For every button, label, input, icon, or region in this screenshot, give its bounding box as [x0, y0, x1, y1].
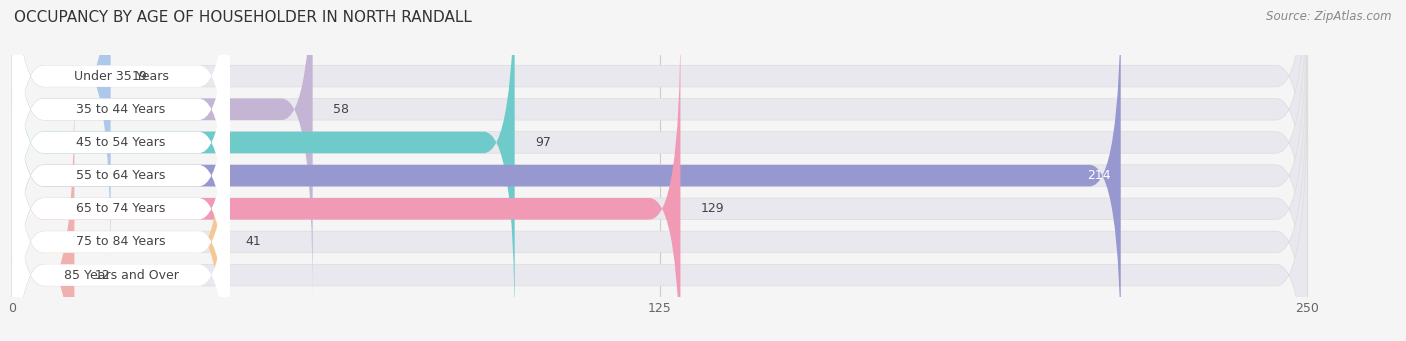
Text: 58: 58 — [333, 103, 349, 116]
FancyBboxPatch shape — [13, 20, 681, 341]
Text: 75 to 84 Years: 75 to 84 Years — [76, 235, 166, 249]
FancyBboxPatch shape — [13, 0, 229, 297]
FancyBboxPatch shape — [13, 0, 229, 331]
FancyBboxPatch shape — [13, 0, 515, 331]
Text: 41: 41 — [245, 235, 262, 249]
Text: 12: 12 — [96, 269, 111, 282]
FancyBboxPatch shape — [13, 54, 229, 341]
FancyBboxPatch shape — [13, 20, 229, 341]
Text: 214: 214 — [1087, 169, 1111, 182]
FancyBboxPatch shape — [13, 54, 225, 341]
Text: 19: 19 — [131, 70, 148, 83]
FancyBboxPatch shape — [13, 0, 229, 341]
FancyBboxPatch shape — [13, 20, 1308, 341]
FancyBboxPatch shape — [13, 54, 1308, 341]
Text: 129: 129 — [702, 202, 724, 215]
FancyBboxPatch shape — [13, 0, 229, 264]
FancyBboxPatch shape — [13, 0, 1308, 341]
FancyBboxPatch shape — [13, 0, 312, 297]
FancyBboxPatch shape — [13, 87, 1308, 341]
FancyBboxPatch shape — [13, 0, 111, 264]
FancyBboxPatch shape — [13, 87, 75, 341]
FancyBboxPatch shape — [13, 87, 229, 341]
FancyBboxPatch shape — [13, 0, 1308, 331]
Text: 97: 97 — [536, 136, 551, 149]
Text: Source: ZipAtlas.com: Source: ZipAtlas.com — [1267, 10, 1392, 23]
Text: Under 35 Years: Under 35 Years — [73, 70, 169, 83]
Text: OCCUPANCY BY AGE OF HOUSEHOLDER IN NORTH RANDALL: OCCUPANCY BY AGE OF HOUSEHOLDER IN NORTH… — [14, 10, 472, 25]
FancyBboxPatch shape — [13, 0, 1308, 264]
FancyBboxPatch shape — [13, 0, 1308, 297]
Text: 55 to 64 Years: 55 to 64 Years — [76, 169, 166, 182]
Text: 45 to 54 Years: 45 to 54 Years — [76, 136, 166, 149]
Text: 35 to 44 Years: 35 to 44 Years — [76, 103, 166, 116]
FancyBboxPatch shape — [13, 0, 1121, 341]
Text: 65 to 74 Years: 65 to 74 Years — [76, 202, 166, 215]
Text: 85 Years and Over: 85 Years and Over — [63, 269, 179, 282]
